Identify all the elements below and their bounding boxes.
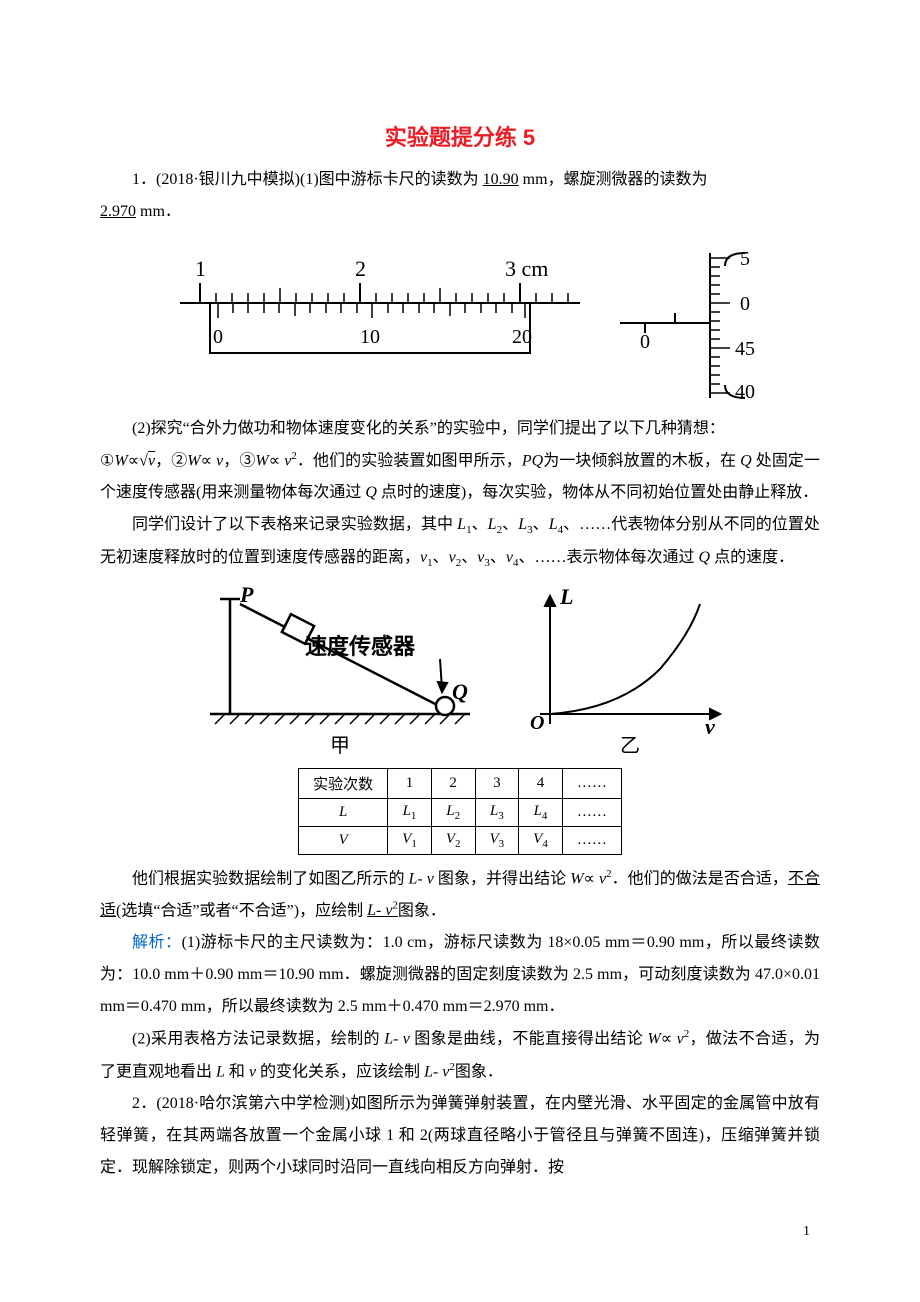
q1-lead: 1．(2018·银川九中模拟)(1)图中游标卡尺的读数为 bbox=[132, 171, 483, 188]
q1-part4: 他们根据实验数据绘制了如图乙所示的 L- v 图象，并得出结论 W∝ v2．他们… bbox=[100, 863, 820, 928]
data-table: 实验次数 1 2 3 4 …… L L1 L2 L3 L4 …… V V1 V2… bbox=[298, 768, 622, 855]
caption-yi: 乙 bbox=[620, 735, 640, 757]
q1-ans2: 2.970 bbox=[100, 203, 136, 220]
micro-45: 45 bbox=[735, 338, 755, 360]
label-L: L bbox=[559, 584, 573, 609]
th-3: 3 bbox=[475, 768, 519, 798]
q1-part1: 1．(2018·银川九中模拟)(1)图中游标卡尺的读数为 10.90 mm，螺旋… bbox=[100, 164, 820, 196]
figure-1: 1 2 3 cm 0 10 20 bbox=[150, 248, 770, 403]
micro-main-0: 0 bbox=[640, 331, 650, 353]
th-0: 实验次数 bbox=[299, 768, 388, 798]
label-P: P bbox=[239, 584, 254, 607]
vernier-10: 10 bbox=[360, 326, 380, 348]
micro-0: 0 bbox=[740, 293, 750, 315]
ruler-2: 2 bbox=[355, 256, 366, 281]
analysis-label: 解析： bbox=[132, 934, 182, 951]
analysis-2: (2)采用表格方法记录数据，绘制的 L- v 图象是曲线，不能直接得出结论 W∝… bbox=[100, 1023, 820, 1088]
micro-40: 40 bbox=[735, 381, 755, 403]
label-O: O bbox=[530, 712, 544, 734]
th-1: 1 bbox=[388, 768, 432, 798]
q1-part3: 同学们设计了以下表格来记录实验数据，其中 L1、L2、L3、L4、……代表物体分… bbox=[100, 509, 820, 573]
label-Q: Q bbox=[452, 679, 468, 704]
vernier-20: 20 bbox=[512, 326, 532, 348]
q1-part1b: 2.970 mm． bbox=[100, 196, 820, 228]
ruler-3cm: 3 cm bbox=[505, 256, 548, 281]
th-2: 2 bbox=[431, 768, 475, 798]
table-row: L L1 L2 L3 L4 …… bbox=[299, 798, 622, 826]
q1-tail: mm． bbox=[136, 203, 181, 220]
analysis-1: 解析：(1)游标卡尺的主尺读数为：1.0 cm，游标尺读数为 18×0.05 m… bbox=[100, 927, 820, 1023]
table-header-row: 实验次数 1 2 3 4 …… bbox=[299, 768, 622, 798]
q2: 2．(2018·哈尔滨第六中学检测)如图所示为弹簧弹射装置，在内壁光滑、水平固定… bbox=[100, 1088, 820, 1184]
sensor-label: 速度传感器 bbox=[305, 634, 416, 659]
page-number: 1 bbox=[100, 1224, 820, 1240]
th-5: …… bbox=[562, 768, 621, 798]
caption-jia: 甲 bbox=[330, 735, 350, 757]
page-title: 实验题提分练 5 bbox=[100, 120, 820, 152]
q1-part2b: ①W∝√v，②W∝ v，③W∝ v2．他们的实验装置如图甲所示，PQ为一块倾斜放… bbox=[100, 445, 820, 509]
micro-5: 5 bbox=[740, 248, 750, 270]
ruler-1: 1 bbox=[195, 256, 206, 281]
q1-mid1: mm，螺旋测微器的读数为 bbox=[519, 171, 708, 188]
table-row: V V1 V2 V3 V4 …… bbox=[299, 826, 622, 854]
th-4: 4 bbox=[519, 768, 563, 798]
vernier-0: 0 bbox=[213, 326, 223, 348]
q1-part2a: (2)探究“合外力做功和物体速度变化的关系”的实验中，同学们提出了以下几种猜想： bbox=[100, 413, 820, 445]
label-v: v bbox=[705, 714, 715, 739]
q1-ans1: 10.90 bbox=[483, 171, 519, 188]
figure-2: P Q 速度传感器 甲 L O v 乙 bbox=[190, 584, 730, 764]
